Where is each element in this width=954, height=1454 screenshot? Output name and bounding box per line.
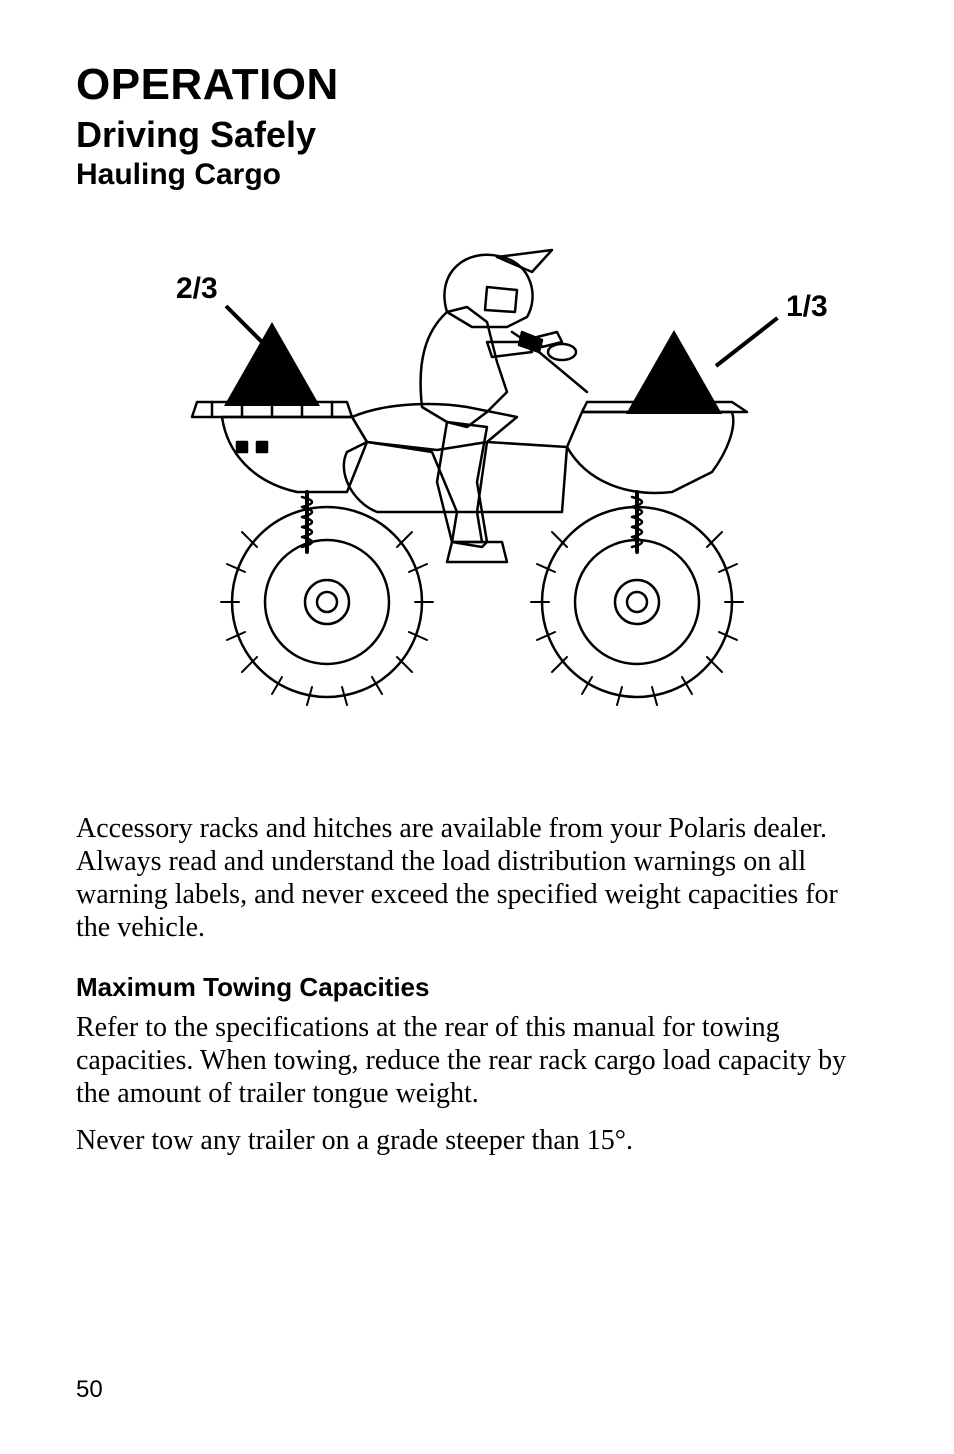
heading-hauling-cargo: Hauling Cargo [76,158,878,192]
paragraph-towing-spec: Refer to the specifications at the rear … [76,1011,878,1110]
heading-operation: OPERATION [76,60,878,110]
figure-label-one-third: 1/3 [786,290,828,324]
figure-triangle-rear [224,322,320,406]
figure-label-two-thirds: 2/3 [176,272,218,306]
heading-driving-safely: Driving Safely [76,114,878,156]
page: OPERATION Driving Safely Hauling Cargo [0,0,954,1454]
page-number: 50 [76,1376,103,1404]
figure-triangle-front [626,330,722,414]
paragraph-accessory-racks: Accessory racks and hitches are availabl… [76,812,878,944]
paragraph-grade-limit: Never tow any trailer on a grade steeper… [76,1124,878,1157]
atv-rider-icon [167,212,787,712]
cargo-distribution-figure: 2/3 1/3 [76,212,878,772]
heading-max-towing: Maximum Towing Capacities [76,972,878,1003]
